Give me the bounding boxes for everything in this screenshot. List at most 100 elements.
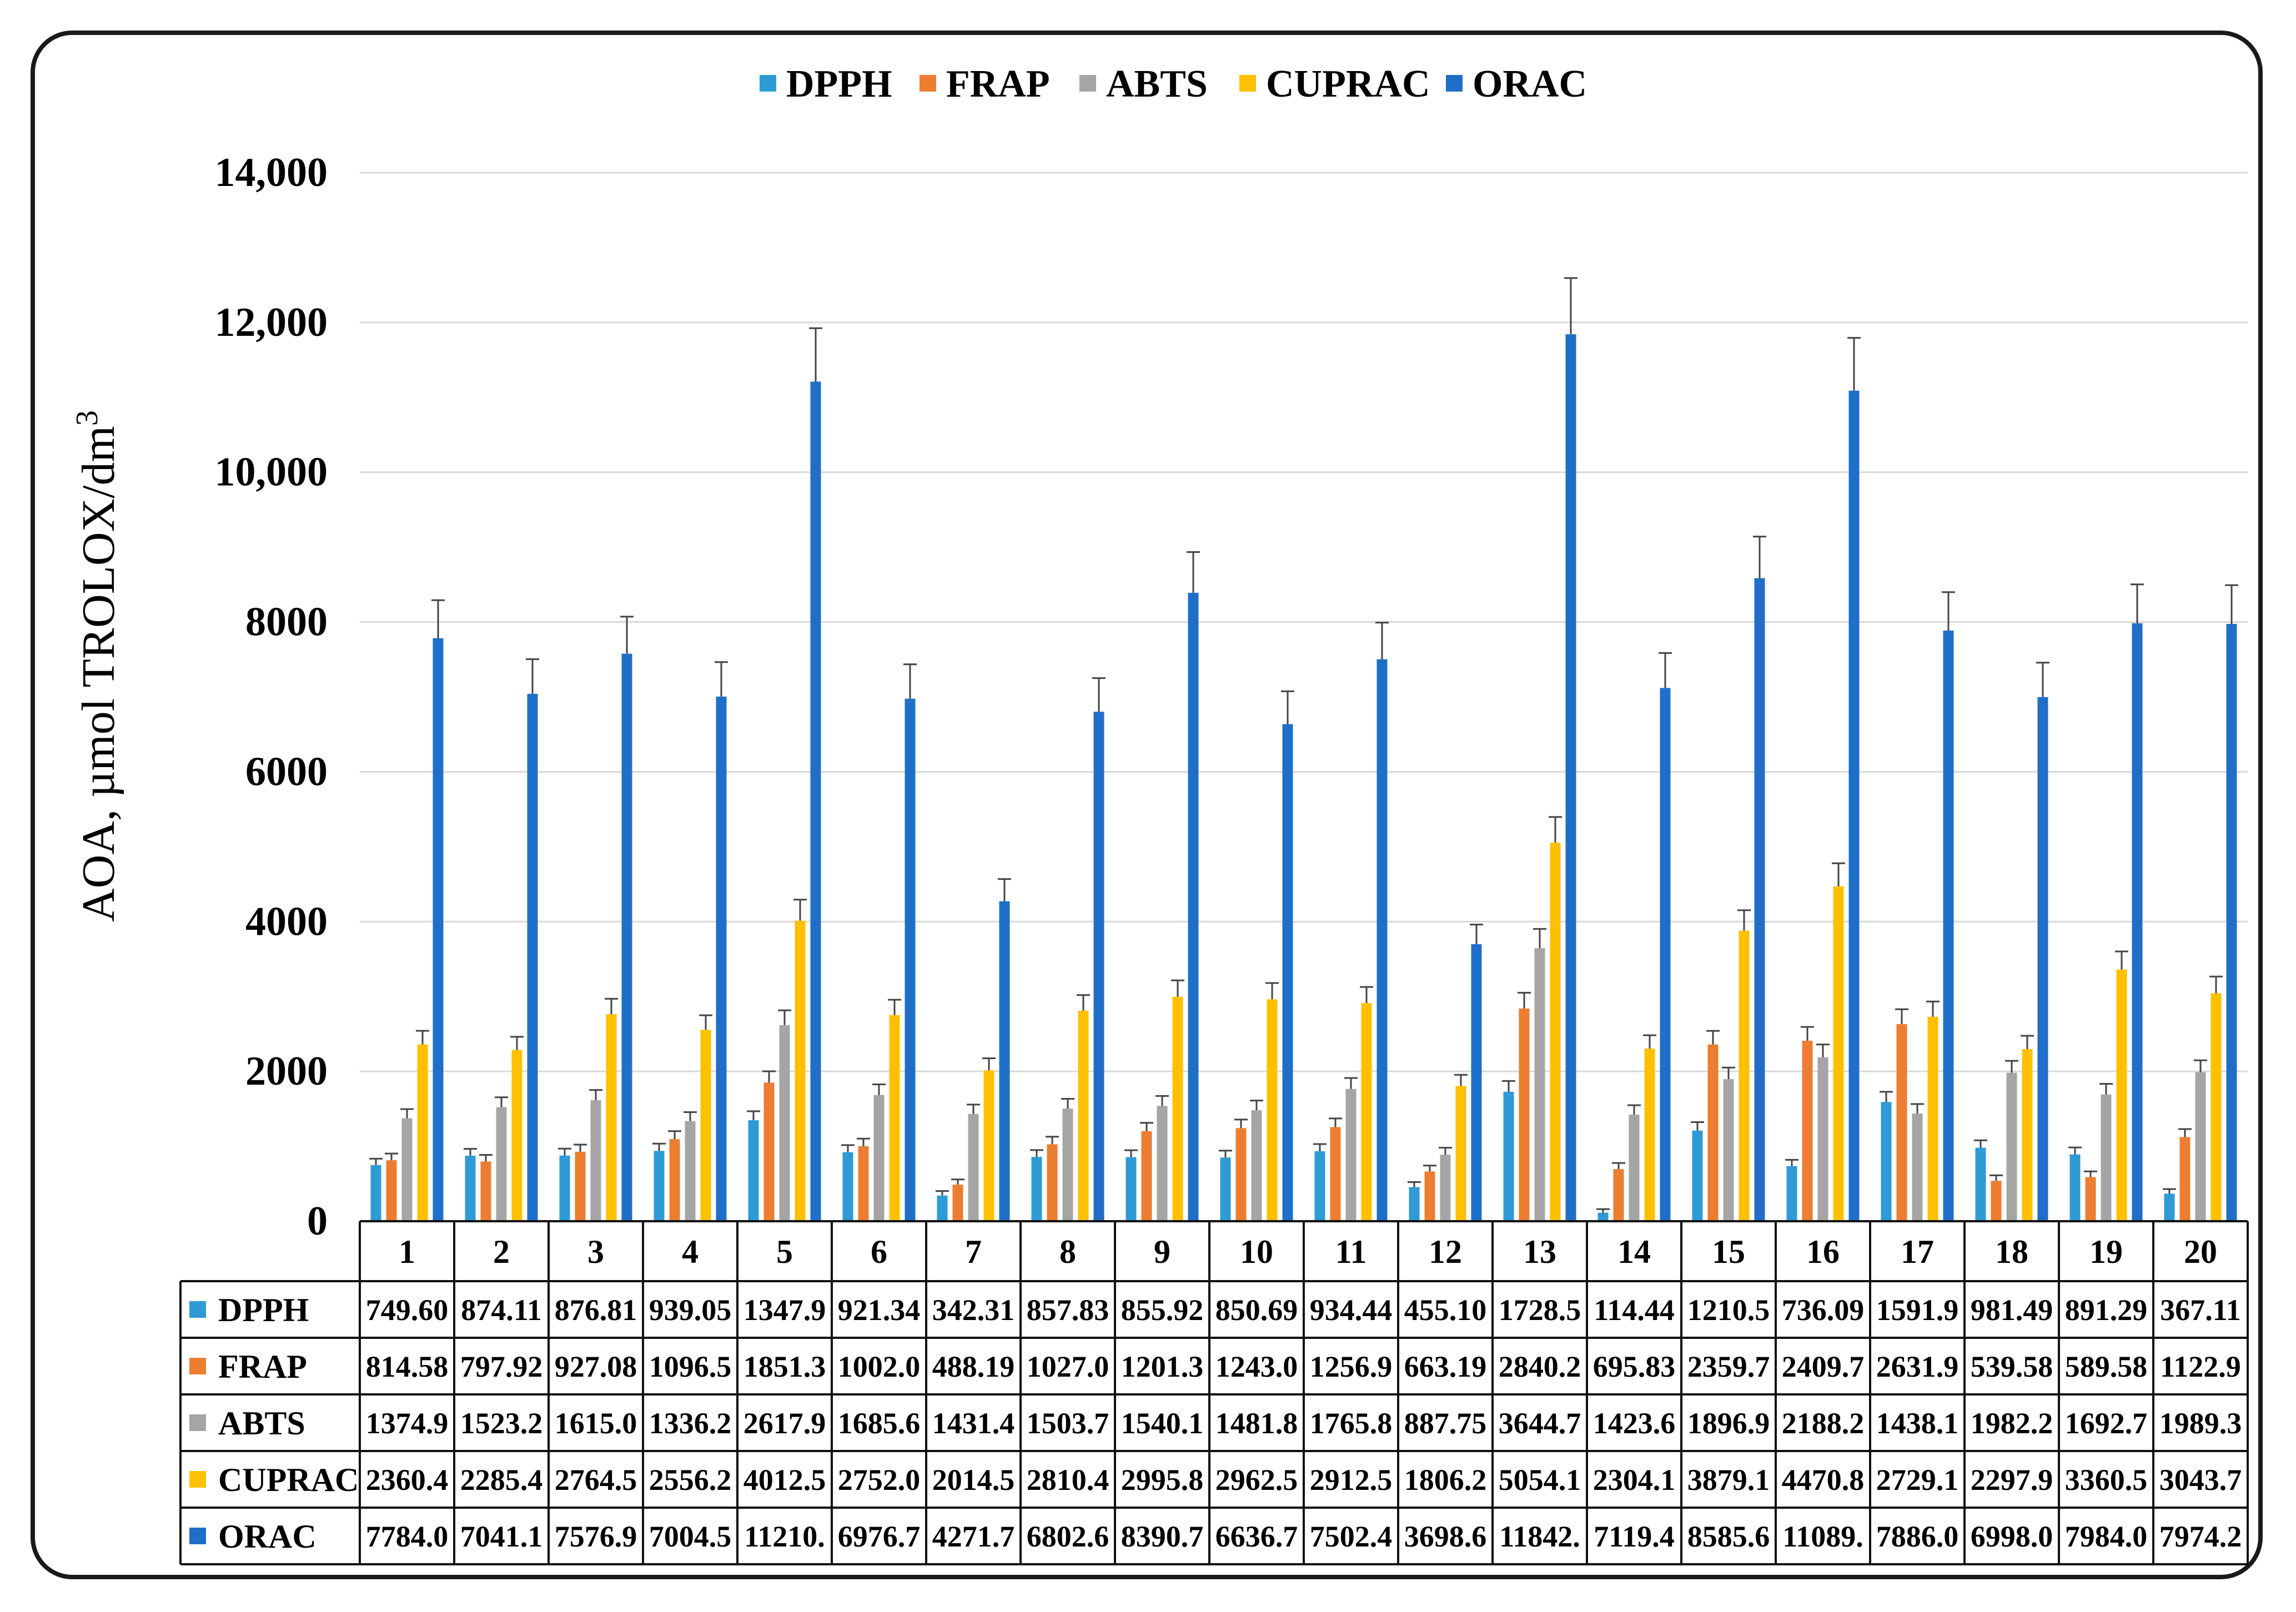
table-cell: 1201.3 xyxy=(1121,1350,1204,1383)
bar-cuprac xyxy=(1267,999,1278,1221)
bar-orac xyxy=(527,693,538,1221)
bar-frap xyxy=(763,1082,775,1221)
table-cell: 7984.0 xyxy=(2065,1520,2148,1553)
table-cell: 1523.2 xyxy=(460,1407,543,1440)
category-label: 17 xyxy=(1901,1233,1934,1270)
table-cell: 663.19 xyxy=(1404,1350,1487,1383)
table-cell: 5054.1 xyxy=(1499,1463,1581,1497)
legend-label-orac: ORAC xyxy=(1473,63,1587,105)
table-cell: 11842. xyxy=(1499,1520,1580,1553)
table-cell: 7886.0 xyxy=(1876,1520,1959,1553)
table-cell: 7502.4 xyxy=(1310,1520,1393,1553)
bar-cuprac xyxy=(1172,996,1183,1221)
table-cell: 1210.5 xyxy=(1687,1293,1770,1327)
table-cell: 6976.7 xyxy=(838,1520,921,1553)
bar-dpph xyxy=(1692,1130,1703,1221)
bar-frap xyxy=(1802,1040,1813,1221)
table-cell: 1765.8 xyxy=(1310,1407,1393,1440)
bar-dpph xyxy=(465,1156,476,1221)
table-cell: 3644.7 xyxy=(1499,1407,1581,1440)
table-row-label-dpph: DPPH xyxy=(218,1292,309,1328)
category-label: 12 xyxy=(1429,1233,1462,1270)
table-cell: 1256.9 xyxy=(1310,1350,1393,1383)
table-cell: 814.58 xyxy=(366,1350,449,1383)
table-cell: 2409.7 xyxy=(1782,1350,1865,1383)
category-label: 16 xyxy=(1806,1233,1840,1270)
table-cell: 539.58 xyxy=(1971,1350,2053,1383)
y-tick-label: 10,000 xyxy=(215,450,328,495)
bar-frap xyxy=(386,1160,397,1221)
bar-orac xyxy=(905,698,916,1221)
bar-frap xyxy=(1330,1127,1341,1221)
bar-cuprac xyxy=(700,1030,711,1221)
bar-frap xyxy=(858,1146,869,1221)
y-tick-label: 12,000 xyxy=(215,300,328,345)
table-cell: 455.10 xyxy=(1404,1293,1487,1327)
bar-dpph xyxy=(2164,1193,2175,1221)
bar-dpph xyxy=(559,1155,570,1221)
bar-abts xyxy=(873,1095,885,1221)
bar-cuprac xyxy=(1644,1049,1655,1221)
bars xyxy=(369,277,2238,1222)
table-cell: 1096.5 xyxy=(649,1350,732,1383)
table-cell: 3698.6 xyxy=(1404,1520,1487,1553)
table-cell: 891.29 xyxy=(2065,1293,2148,1327)
table-cell: 3879.1 xyxy=(1687,1463,1770,1497)
y-tick-label: 4000 xyxy=(245,899,328,944)
bar-abts xyxy=(401,1118,413,1221)
table-cell: 7784.0 xyxy=(366,1520,449,1553)
table-cell: 342.31 xyxy=(932,1293,1015,1327)
table-cell: 797.92 xyxy=(460,1350,543,1383)
category-label: 5 xyxy=(776,1233,793,1270)
table-cell: 1851.3 xyxy=(743,1350,826,1383)
table-cell: 1002.0 xyxy=(838,1350,921,1383)
table-cell: 4271.7 xyxy=(932,1520,1015,1553)
bar-abts xyxy=(779,1025,790,1221)
table-cell: 876.81 xyxy=(555,1293,637,1327)
category-label: 8 xyxy=(1059,1233,1076,1270)
bar-cuprac xyxy=(795,920,806,1221)
y-tick-label: 14,000 xyxy=(215,150,328,195)
table-cell: 1728.5 xyxy=(1499,1293,1581,1327)
table-cell: 855.92 xyxy=(1121,1293,1204,1327)
chart-frame xyxy=(31,31,2263,1579)
legend-label-frap: FRAP xyxy=(946,63,1050,105)
legend-label-cuprac: CUPRAC xyxy=(1266,63,1430,105)
bar-abts xyxy=(496,1107,507,1221)
category-label: 13 xyxy=(1523,1233,1556,1270)
table-row-swatch-orac xyxy=(189,1528,206,1544)
bar-cuprac xyxy=(2116,969,2127,1221)
y-axis-label: AOA, µmol TROLOX/dm3 xyxy=(70,410,124,922)
bar-dpph xyxy=(1503,1091,1514,1221)
bar-frap xyxy=(1424,1171,1435,1221)
table-cell: 1431.4 xyxy=(932,1407,1015,1440)
table-cell: 934.44 xyxy=(1310,1293,1393,1327)
table-cell: 2995.8 xyxy=(1121,1463,1204,1497)
table-cell: 7974.2 xyxy=(2159,1520,2242,1553)
legend-label-abts: ABTS xyxy=(1106,63,1208,105)
bar-abts xyxy=(2101,1094,2112,1221)
bar-dpph xyxy=(842,1152,853,1221)
table-cell: 1027.0 xyxy=(1027,1350,1109,1383)
table-cell: 874.11 xyxy=(461,1293,542,1327)
y-axis-ticks: 0 2000 4000 6000 8000 10,000 12,000 14,000 xyxy=(215,150,328,1244)
bar-frap xyxy=(1235,1128,1247,1221)
table-cell: 850.69 xyxy=(1215,1293,1298,1327)
legend: DPPH FRAP ABTS CUPRAC ORAC xyxy=(760,63,1587,105)
bar-frap xyxy=(952,1185,963,1221)
bar-frap xyxy=(1519,1008,1530,1221)
table-row-label-frap: FRAP xyxy=(218,1348,307,1385)
table-cell: 8585.6 xyxy=(1687,1520,1770,1553)
bar-dpph xyxy=(1975,1147,1986,1221)
table-row-swatch-cuprac xyxy=(189,1471,206,1488)
bar-orac xyxy=(2132,623,2143,1221)
table-cell: 749.60 xyxy=(366,1293,449,1327)
bar-orac xyxy=(1376,659,1388,1221)
bar-dpph xyxy=(1597,1212,1609,1221)
bar-abts xyxy=(1062,1109,1073,1221)
table-cell: 1615.0 xyxy=(555,1407,637,1440)
legend-swatch-dpph xyxy=(760,75,776,92)
bar-frap xyxy=(1613,1169,1624,1221)
